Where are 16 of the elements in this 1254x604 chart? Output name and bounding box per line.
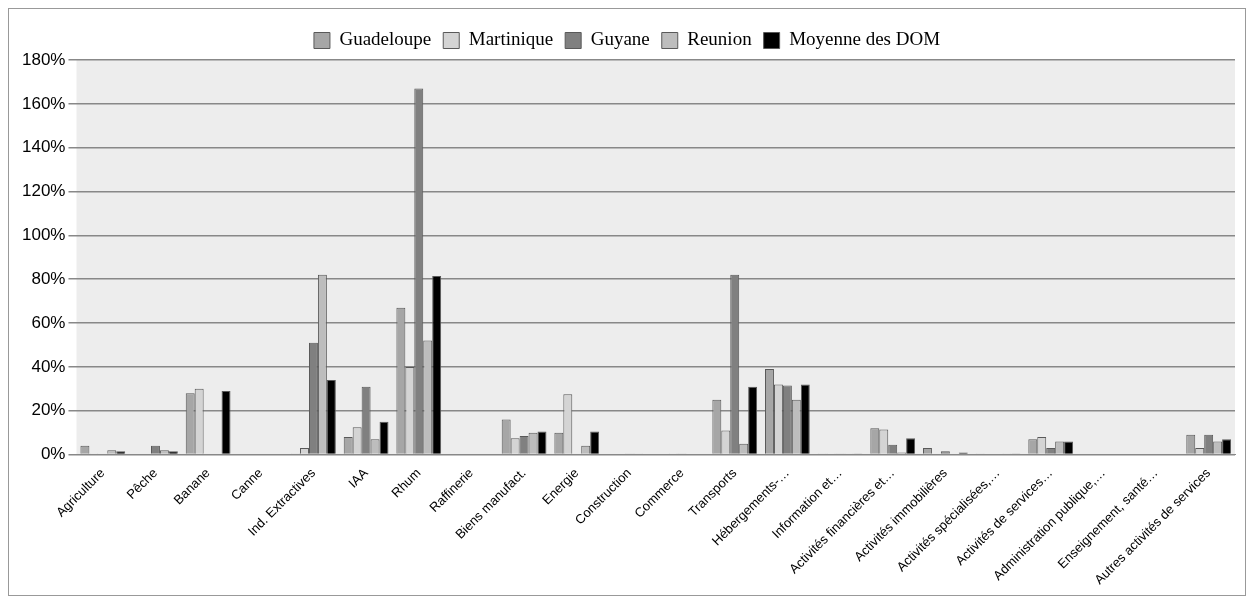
y-tick-label: 180% (22, 49, 66, 69)
legend-label: Martinique (468, 28, 554, 50)
legend-label: Guyane (590, 28, 650, 50)
legend-label: Reunion (687, 28, 753, 50)
y-tick-label: 140% (22, 137, 66, 157)
y-tick-label: 120% (22, 181, 66, 201)
y-tick-label: 60% (31, 312, 66, 332)
legend-label: Moyenne des DOM (789, 28, 941, 50)
y-tick-label: 20% (31, 400, 66, 420)
y-tick-label: 80% (31, 268, 66, 288)
x-tick-label: IAA (345, 464, 371, 491)
y-tick-label: 40% (31, 356, 66, 376)
y-tick-label: 160% (22, 93, 66, 113)
y-tick-label: 100% (22, 225, 66, 245)
y-tick-label: 0% (40, 444, 66, 464)
legend-label: Guadeloupe (339, 28, 432, 50)
